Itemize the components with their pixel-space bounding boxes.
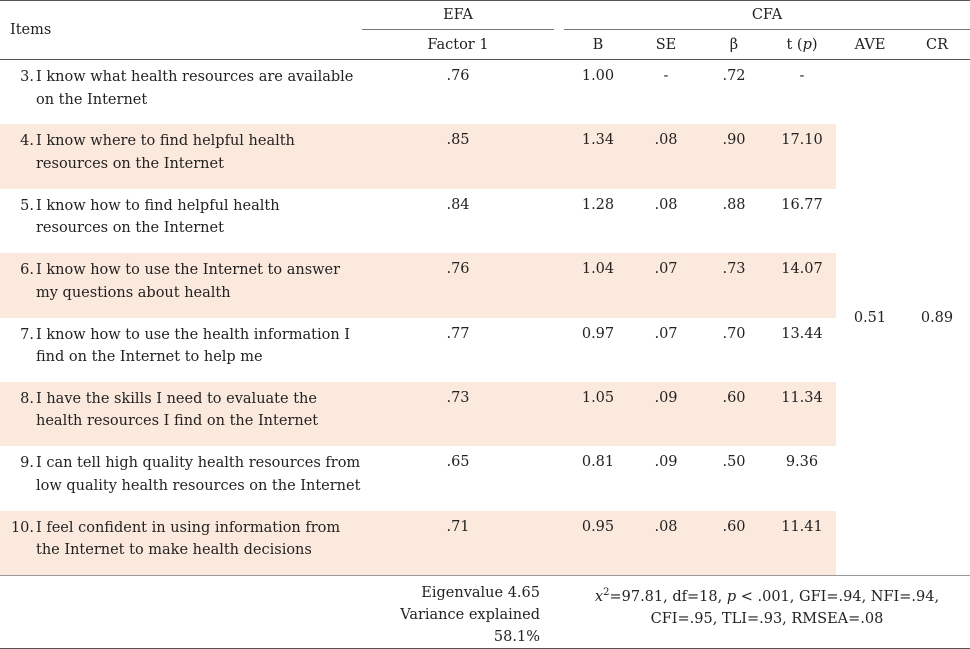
b-header: B — [564, 29, 632, 60]
table-row: 7. I know how to use the health informati… — [0, 318, 970, 382]
t-cell: 11.34 — [768, 381, 836, 447]
se-cell: .08 — [654, 196, 678, 213]
factor-cell: .73 — [362, 381, 554, 447]
table-row: 5. I know how to find helpful health resou… — [0, 189, 970, 253]
beta-cell: .50 — [722, 454, 746, 471]
item-cell: 10. I feel confident in using information… — [0, 510, 362, 576]
t-cell: - — [799, 68, 805, 84]
se-cell: .09 — [632, 381, 700, 447]
factor-cell: .85 — [362, 124, 554, 189]
cfa-header: CFA — [564, 0, 970, 30]
beta-cell: .60 — [700, 381, 768, 447]
t-cell: 13.44 — [781, 325, 823, 342]
b-cell: 0.81 — [581, 454, 615, 471]
factor-cell: .77 — [446, 325, 470, 342]
eigenvalue: Eigenvalue 4.65 — [421, 585, 540, 602]
table-row: 10. I feel confident in using information… — [0, 510, 970, 576]
b-cell: 1.28 — [581, 196, 615, 213]
efa-header: EFA — [362, 0, 554, 30]
t-header: t (p) — [768, 29, 836, 60]
item-cell: 6. I know how to use the Internet to answ… — [0, 253, 362, 318]
beta-header: β — [700, 29, 768, 60]
beta-cell: .72 — [722, 68, 746, 84]
item-cell: 4. I know where to find helpful health res… — [0, 124, 362, 189]
fit-line-1: x2=97.81, df=18, p < .001, GFI=.94, NFI=… — [594, 587, 940, 605]
t-cell: 14.07 — [768, 253, 836, 318]
beta-cell: .60 — [700, 510, 768, 576]
variance-explained: Variance explained 58.1% — [400, 607, 540, 646]
ave-header: AVE — [836, 29, 904, 60]
factor-cell: .84 — [446, 196, 470, 213]
b-cell: 0.95 — [564, 510, 632, 576]
b-cell: 1.05 — [564, 381, 632, 447]
se-cell: .08 — [632, 124, 700, 189]
item-cell: 8. I have the skills I need to evaluate t… — [0, 381, 362, 447]
item-cell: 5. I know how to find helpful health resou… — [20, 197, 280, 237]
item-cell: 3. I know what health resources are avail… — [20, 69, 354, 108]
se-cell: .08 — [632, 510, 700, 576]
factor-cell: .71 — [362, 510, 554, 576]
factor-cell: .65 — [446, 454, 470, 471]
t-cell: 11.41 — [768, 510, 836, 576]
fit-indices: x2=97.81, df=18, p < .001, GFI=.94, NFI=… — [564, 575, 970, 649]
se-cell: - — [663, 68, 669, 84]
item-cell: 7. I know how to use the health informati… — [20, 326, 351, 366]
factor-header: Factor 1 — [362, 29, 554, 60]
b-cell: 0.97 — [581, 325, 615, 342]
se-cell: .09 — [654, 454, 678, 471]
t-cell: 17.10 — [768, 124, 836, 189]
efa-summary: Eigenvalue 4.65 Variance explained 58.1% — [362, 575, 554, 649]
fit-line-2: CFI=.95, TLI=.93, RMSEA=.08 — [650, 610, 884, 627]
table-row: 9. I can tell high quality health resourc… — [0, 446, 970, 510]
beta-cell: .73 — [700, 253, 768, 318]
se-cell: .07 — [632, 253, 700, 318]
table-row: 6. I know how to use the Internet to answ… — [0, 253, 970, 318]
ave-value: 0.51 — [853, 309, 887, 326]
table-row: 3. I know what health resources are avail… — [0, 60, 970, 326]
se-header: SE — [632, 29, 700, 60]
t-cell: 9.36 — [785, 454, 819, 471]
b-cell: 1.04 — [564, 253, 632, 318]
items-header: Items — [0, 0, 362, 60]
table-row: 4. I know where to find helpful health res… — [0, 124, 970, 189]
beta-cell: .90 — [700, 124, 768, 189]
cr-header: CR — [904, 29, 970, 60]
factor-cell: .76 — [446, 68, 470, 84]
beta-cell: .70 — [722, 325, 746, 342]
b-cell: 1.00 — [581, 68, 615, 84]
t-cell: 16.77 — [781, 196, 823, 213]
beta-cell: .88 — [722, 196, 746, 213]
cr-value: 0.89 — [920, 309, 954, 326]
b-cell: 1.34 — [564, 124, 632, 189]
factor-cell: .76 — [362, 253, 554, 318]
item-cell: 9. I can tell high quality health resourc… — [20, 455, 361, 494]
table-row: 8. I have the skills I need to evaluate t… — [0, 381, 970, 447]
se-cell: .07 — [654, 325, 678, 342]
